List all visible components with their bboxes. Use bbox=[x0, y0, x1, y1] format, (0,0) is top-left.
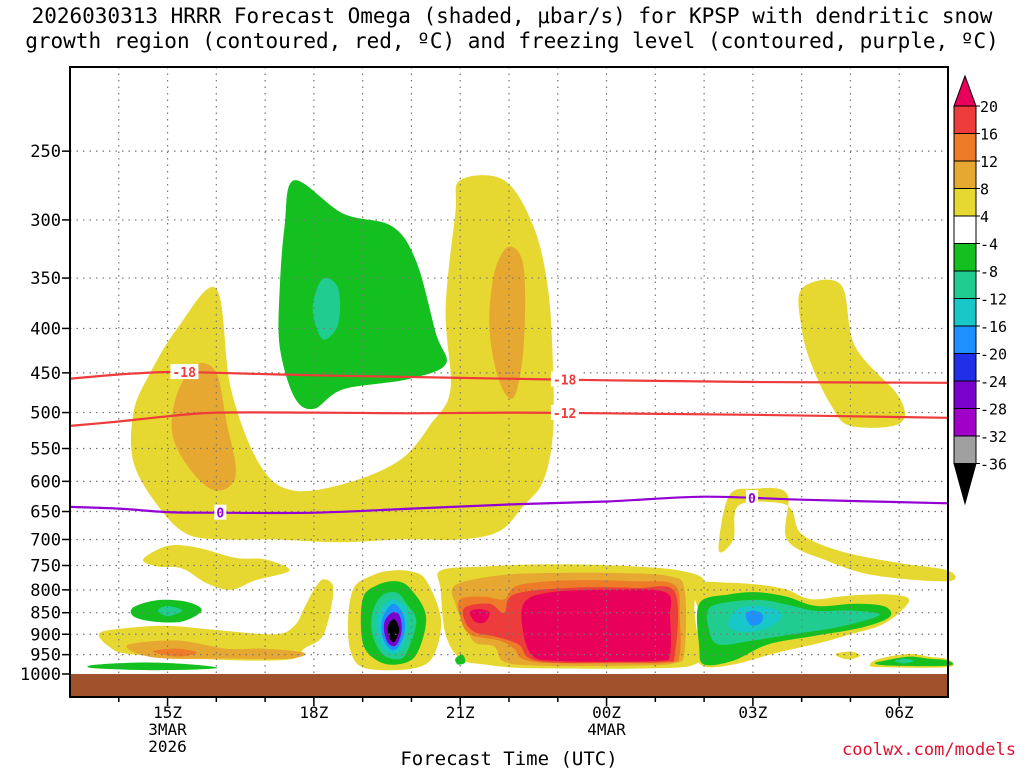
contour--12 bbox=[69, 411, 949, 427]
contour--18 bbox=[69, 370, 949, 384]
contour-label: 0 bbox=[748, 492, 756, 507]
contour-label: -18 bbox=[172, 366, 196, 381]
colorbar-segment bbox=[953, 325, 977, 354]
contour-label-bg bbox=[550, 404, 579, 420]
colorbar-label: -28 bbox=[980, 401, 1007, 419]
omega-region-cell-a-core bbox=[387, 619, 400, 643]
colorbar-label: 20 bbox=[980, 98, 998, 116]
y-tick-label: 250 bbox=[30, 142, 61, 162]
x-tick-label: 15Z bbox=[153, 703, 182, 722]
colorbar-segment bbox=[953, 133, 977, 162]
x-tick-label: 2026 bbox=[148, 737, 187, 756]
y-tick-label: 1000 bbox=[20, 665, 61, 685]
contour-label-bg bbox=[746, 490, 759, 506]
colorbar-label: -4 bbox=[980, 236, 998, 254]
y-tick-label: 750 bbox=[30, 557, 61, 577]
colorbar-label: -8 bbox=[980, 263, 998, 281]
omega-region-bottom-left-strip bbox=[87, 662, 218, 671]
colorbar-label: -12 bbox=[980, 291, 1007, 309]
contour-label: -12 bbox=[553, 407, 576, 422]
chart-title-line-2: growth region (contoured, red, ºC) and f… bbox=[25, 29, 999, 53]
colorbar-label: -24 bbox=[980, 373, 1007, 391]
colorbar-label: -16 bbox=[980, 318, 1007, 336]
omega-region-upper-right-band bbox=[798, 279, 906, 428]
colorbar-label: 4 bbox=[980, 208, 989, 226]
x-axis-label: Forecast Time (UTC) bbox=[400, 748, 617, 768]
y-tick-label: 450 bbox=[30, 364, 61, 384]
colorbar-segment bbox=[953, 215, 977, 244]
omega-region-low-right-blob bbox=[835, 651, 861, 660]
colorbar-label: -20 bbox=[980, 346, 1007, 364]
contour-0 bbox=[69, 495, 949, 515]
omega-region-sw-lobe bbox=[98, 579, 334, 661]
colorbar-segment bbox=[953, 188, 977, 217]
y-tick-label: 350 bbox=[30, 269, 61, 289]
y-tick-label: 550 bbox=[30, 440, 61, 460]
omega-region-bottom-right-cold bbox=[874, 656, 954, 667]
site-credit[interactable]: coolwx.com/models bbox=[842, 740, 1016, 760]
omega-region-low-mid-small bbox=[469, 609, 490, 624]
x-tick-label: 03Z bbox=[738, 703, 767, 722]
contour-label: 0 bbox=[216, 507, 224, 522]
colorbar-label: 12 bbox=[980, 153, 998, 171]
colorbar-segment bbox=[953, 270, 977, 299]
colorbar-label: -32 bbox=[980, 428, 1007, 446]
y-tick-label: 300 bbox=[30, 211, 61, 231]
y-tick-label: 700 bbox=[30, 530, 61, 550]
omega-region-low-right-core bbox=[745, 610, 764, 626]
chart-title-line-1: 2026030313 HRRR Forecast Omega (shaded, … bbox=[31, 4, 993, 28]
contour-label: -18 bbox=[553, 373, 577, 388]
ground-band bbox=[70, 674, 948, 697]
colorbar-segment bbox=[953, 298, 977, 327]
omega-region-low-mid-core bbox=[521, 589, 672, 662]
y-tick-label: 850 bbox=[30, 604, 61, 624]
colorbar-segment bbox=[953, 435, 977, 464]
colorbar-label: 16 bbox=[980, 126, 998, 144]
omega-region-mid-left-patch bbox=[143, 544, 290, 590]
x-tick-label: 18Z bbox=[299, 703, 328, 722]
omega-region-upper-green-core bbox=[312, 277, 341, 340]
y-tick-label: 400 bbox=[30, 319, 61, 339]
omega-region-upper-mid-warm bbox=[489, 246, 526, 399]
y-tick-label: 600 bbox=[30, 472, 61, 492]
contour-label-bg bbox=[550, 371, 579, 387]
omega-region-sw-warm-core bbox=[152, 648, 197, 657]
colorbar-segment bbox=[953, 380, 977, 409]
colorbar-label: -36 bbox=[980, 456, 1007, 474]
y-tick-label: 800 bbox=[30, 581, 61, 601]
colorbar-bottom-arrow bbox=[953, 463, 977, 506]
colorbar-segment bbox=[953, 160, 977, 189]
omega-region-upper-left-warm bbox=[171, 362, 237, 491]
colorbar-label: 8 bbox=[980, 181, 989, 199]
colorbar-segment bbox=[953, 105, 977, 134]
x-tick-label: 3MAR bbox=[148, 720, 187, 739]
colorbar-segment bbox=[953, 243, 977, 272]
colorbar-top-arrow bbox=[953, 74, 977, 107]
colorbar-segment bbox=[953, 353, 977, 382]
contour-label-bg bbox=[214, 504, 227, 520]
y-tick-label: 650 bbox=[30, 503, 61, 523]
x-tick-label: 21Z bbox=[446, 703, 475, 722]
omega-region-low-cold-core bbox=[157, 606, 183, 617]
y-tick-label: 950 bbox=[30, 646, 61, 666]
y-tick-label: 500 bbox=[30, 404, 61, 424]
omega-region-upper-left-band bbox=[130, 175, 554, 543]
x-tick-label: 06Z bbox=[885, 703, 914, 722]
x-tick-label: 00Z bbox=[592, 703, 621, 722]
x-tick-label: 4MAR bbox=[587, 720, 626, 739]
y-tick-label: 900 bbox=[30, 625, 61, 645]
colorbar-segment bbox=[953, 408, 977, 437]
contour-label-bg bbox=[170, 364, 199, 380]
